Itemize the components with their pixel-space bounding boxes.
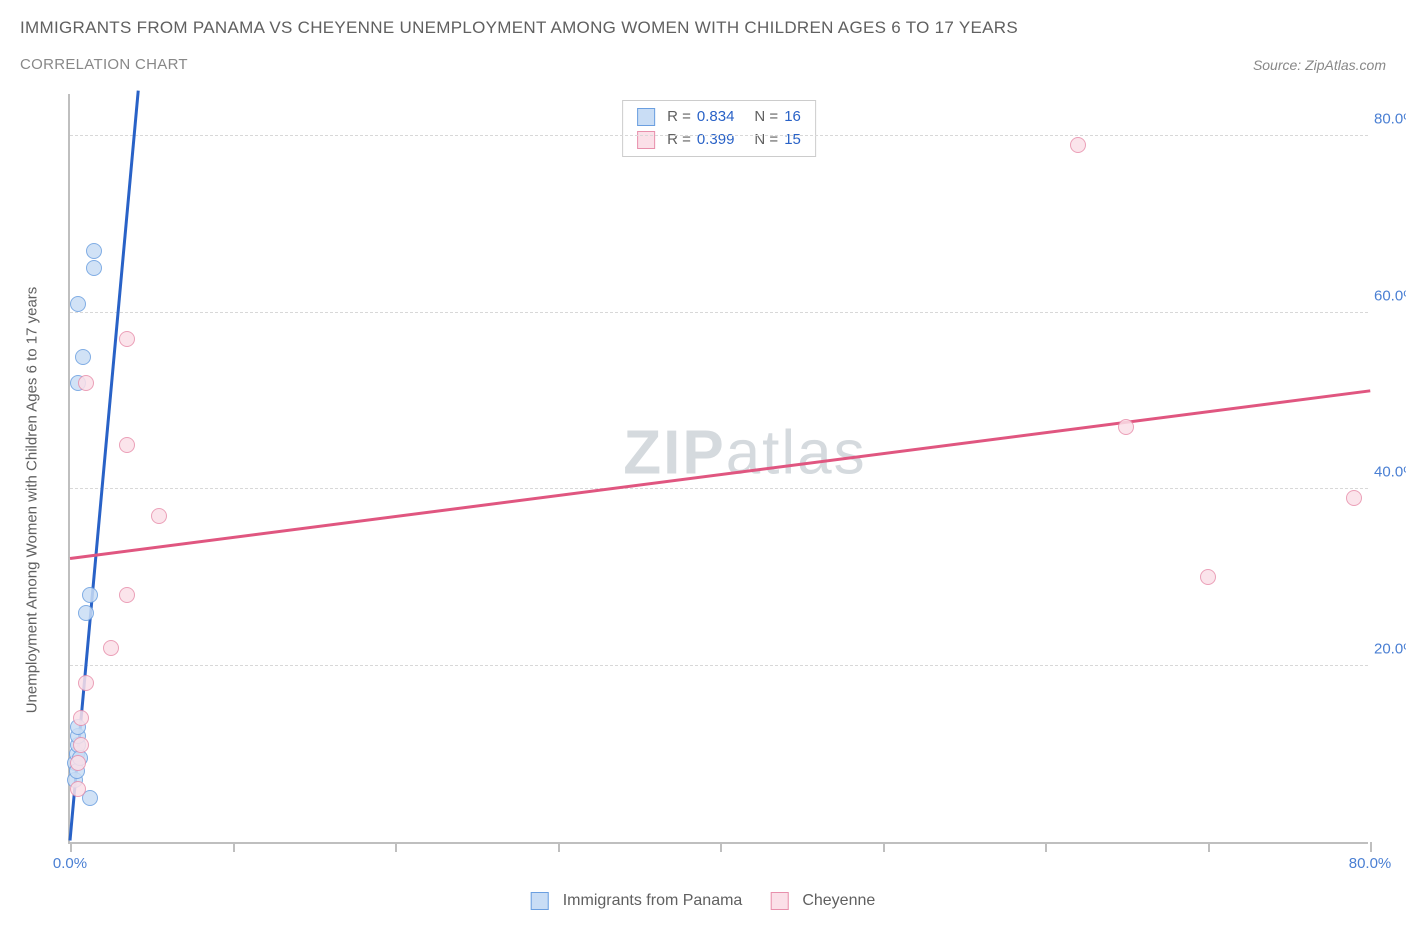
data-point-cheyenne [103,640,119,656]
data-point-panama [75,349,91,365]
x-tick-label: 0.0% [53,855,87,872]
data-point-cheyenne [70,755,86,771]
data-point-cheyenne [73,737,89,753]
y-tick-label: 80.0% [1374,111,1406,128]
data-point-cheyenne [78,375,94,391]
data-point-panama [78,605,94,621]
x-tick [720,842,722,852]
data-point-cheyenne [1346,490,1362,506]
chart-title: IMMIGRANTS FROM PANAMA VS CHEYENNE UNEMP… [20,18,1386,38]
y-tick-label: 20.0% [1374,640,1406,657]
data-point-cheyenne [119,437,135,453]
data-point-cheyenne [1070,137,1086,153]
legend-swatch-panama [637,108,655,126]
gridline [70,312,1368,313]
data-point-cheyenne [1200,569,1216,585]
legend-swatch-cheyenne [637,131,655,149]
data-point-cheyenne [119,331,135,347]
x-tick [1208,842,1210,852]
scatter-plot-area: ZIPatlas R = 0.834N = 16R = 0.399N = 15 … [68,94,1368,844]
legend-n-label: N = [754,129,778,152]
legend-swatch-panama [531,892,549,910]
x-tick [1045,842,1047,852]
legend-row-cheyenne: R = 0.399 N = 15 [637,129,801,152]
data-point-cheyenne [73,710,89,726]
trend-line-cheyenne [70,390,1370,560]
legend-r-value: 0.399 [697,129,735,152]
x-tick [558,842,560,852]
y-tick-label: 40.0% [1374,464,1406,481]
correlation-legend: R = 0.834 N = 16 R = 0.399 N = 15 [622,100,816,157]
legend-item-panama: Immigrants from Panama [531,892,743,910]
chart-subtitle: CORRELATION CHART [20,56,188,73]
gridline [70,135,1368,136]
x-tick [70,842,72,852]
legend-r-label: R = [667,129,691,152]
x-tick [1370,842,1372,852]
gridline [70,665,1368,666]
y-axis-label: Unemployment Among Women with Children A… [24,287,41,714]
legend-r-value: 0.834 [697,106,735,129]
data-point-panama [82,587,98,603]
y-tick-label: 60.0% [1374,287,1406,304]
legend-swatch-cheyenne [770,892,788,910]
data-point-cheyenne [1118,419,1134,435]
legend-label: Immigrants from Panama [563,892,743,910]
x-tick-label: 80.0% [1349,855,1392,872]
source-attribution: Source: ZipAtlas.com [1253,57,1386,73]
x-tick [395,842,397,852]
legend-row-panama: R = 0.834 N = 16 [637,106,801,129]
series-legend: Immigrants from Panama Cheyenne [531,892,876,910]
watermark-logo: ZIPatlas [623,418,866,489]
x-tick [883,842,885,852]
legend-r-label: R = [667,106,691,129]
data-point-panama [86,260,102,276]
legend-n-label: N = [754,106,778,129]
data-point-panama [70,296,86,312]
legend-label: Cheyenne [802,892,875,910]
legend-item-cheyenne: Cheyenne [770,892,875,910]
legend-n-value: 15 [784,129,801,152]
data-point-panama [86,243,102,259]
data-point-cheyenne [70,781,86,797]
x-tick [233,842,235,852]
chart-container: Unemployment Among Women with Children A… [20,90,1386,910]
data-point-cheyenne [119,587,135,603]
gridline [70,488,1368,489]
legend-n-value: 16 [784,106,801,129]
data-point-cheyenne [151,508,167,524]
data-point-cheyenne [78,675,94,691]
